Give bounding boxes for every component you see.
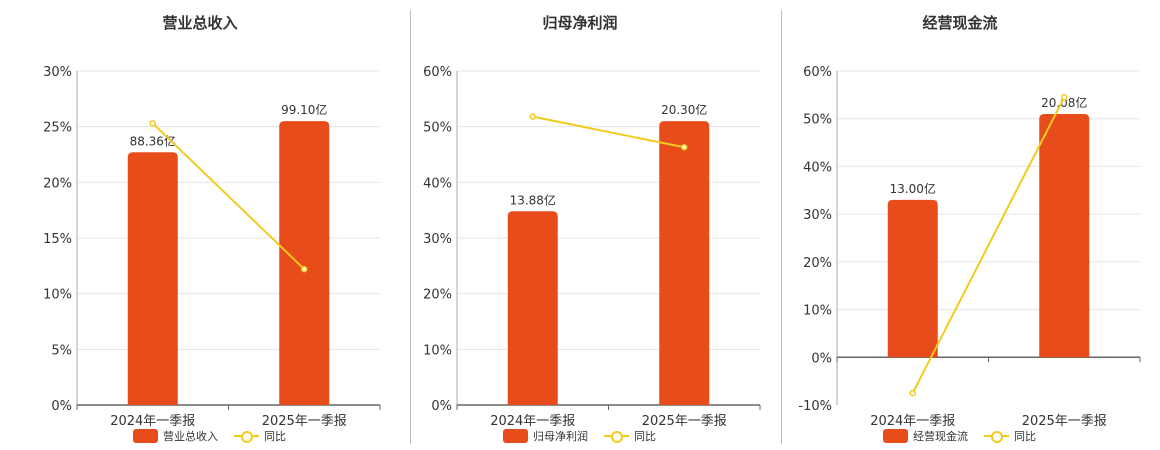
y-tick-label: 40% (803, 160, 832, 175)
legend-label: 同比 (264, 430, 286, 443)
legend-item-line[interactable]: 同比 (604, 428, 656, 444)
chart-legend: 经营现金流 同比 (760, 428, 1160, 444)
bar-data-label: 20.30亿 (661, 102, 707, 117)
panel-divider (781, 10, 782, 444)
chart-plot: -10% 0% 10% 20% 30% 40% 50% 60% 13.00亿 20.08亿 2024… (798, 65, 1141, 429)
x-tick-label: 2025年一季报 (642, 414, 727, 429)
y-tick-label: 50% (803, 113, 832, 128)
legend-item-line[interactable]: 同比 (984, 428, 1036, 444)
legend-item-line[interactable]: 同比 (234, 428, 286, 444)
bar-data-label: 88.36亿 (130, 133, 176, 148)
yoy-point (149, 120, 156, 127)
chart-legend: 营业总收入 同比 (0, 428, 400, 444)
y-tick-label: 10% (423, 343, 452, 358)
bar (887, 199, 938, 358)
y-tick-label: 30% (43, 65, 72, 80)
x-tick-label: 2024年一季报 (110, 414, 195, 429)
bar-data-label: 13.00亿 (890, 181, 936, 196)
y-tick-label: 5% (51, 343, 72, 358)
y-tick-label: 15% (43, 232, 72, 247)
yoy-point (681, 144, 688, 151)
y-tick-label: 20% (803, 256, 832, 271)
panel-divider (410, 10, 411, 444)
bar-data-label: 13.88亿 (510, 192, 556, 207)
yoy-line (532, 115, 685, 149)
yoy-line (152, 122, 305, 270)
yoy-line (911, 96, 1066, 394)
legend-label: 归母净利润 (533, 430, 588, 443)
bar (507, 211, 558, 405)
x-tick-label: 2024年一季报 (870, 414, 955, 429)
legend-label: 经营现金流 (913, 430, 968, 443)
chart-panel-operating-cash-flow: 经营现金流 -10% 0% 10% 20% 30% 40% 50% 60% 13.00亿 20.0… (760, 0, 1160, 450)
legend-line-swatch (234, 429, 259, 443)
legend-line-swatch (984, 429, 1009, 443)
yoy-point (909, 389, 916, 397)
y-tick-label: 25% (43, 121, 72, 136)
y-tick-label: 40% (423, 176, 452, 191)
legend-item-bar[interactable]: 经营现金流 (883, 428, 968, 444)
yoy-point (529, 113, 536, 120)
y-tick-label: 30% (423, 232, 452, 247)
chart-plot: 0% 5% 10% 15% 20% 25% 30% 88.36亿 99.10亿 2024年一季报 2… (43, 65, 381, 429)
legend-label: 同比 (1014, 430, 1036, 443)
y-tick-label: 30% (803, 208, 832, 223)
bar (127, 152, 178, 405)
y-tick-label: 0% (431, 399, 452, 414)
legend-label: 同比 (634, 430, 656, 443)
bar (1039, 113, 1090, 358)
bar (279, 121, 330, 405)
bar (659, 121, 710, 405)
y-tick-label: 0% (811, 351, 832, 366)
legend-item-bar[interactable]: 归母净利润 (503, 428, 588, 444)
legend-line-swatch (604, 429, 629, 443)
legend-label: 营业总收入 (163, 430, 218, 443)
chart-legend: 归母净利润 同比 (380, 428, 780, 444)
legend-bar-swatch (503, 429, 528, 443)
bar-data-label: 99.10亿 (281, 102, 327, 117)
chart-title: 经营现金流 (922, 14, 998, 32)
legend-item-bar[interactable]: 营业总收入 (133, 428, 218, 444)
y-tick-label: 10% (43, 288, 72, 303)
chart-plot: 0% 10% 20% 30% 40% 50% 60% 13.88亿 20.30亿 2024年一季报… (423, 65, 761, 429)
legend-bar-swatch (883, 429, 908, 443)
x-tick-label: 2024年一季报 (490, 414, 575, 429)
y-tick-label: 10% (803, 304, 832, 319)
y-tick-label: 60% (423, 65, 452, 80)
chart-title: 归母净利润 (542, 14, 618, 32)
chart-panel-revenue: 营业总收入 0% 5% 10% 15% 20% 25% 30% 88.36亿 99.10亿 202… (0, 0, 400, 450)
y-tick-label: 20% (43, 176, 72, 191)
x-tick-label: 2025年一季报 (262, 414, 347, 429)
y-tick-label: 20% (423, 288, 452, 303)
yoy-point (1061, 93, 1068, 101)
bar-data-label: 20.08亿 (1041, 95, 1087, 110)
y-tick-label: 0% (51, 399, 72, 414)
y-tick-label: 60% (803, 65, 832, 80)
legend-bar-swatch (133, 429, 158, 443)
chart-panel-net-profit: 归母净利润 0% 10% 20% 30% 40% 50% 60% 13.88亿 20.30亿 20… (380, 0, 780, 450)
chart-title: 营业总收入 (162, 14, 238, 32)
y-tick-label: -10% (798, 399, 832, 414)
yoy-point (301, 265, 308, 273)
y-tick-label: 50% (423, 121, 452, 136)
x-tick-label: 2025年一季报 (1022, 414, 1107, 429)
